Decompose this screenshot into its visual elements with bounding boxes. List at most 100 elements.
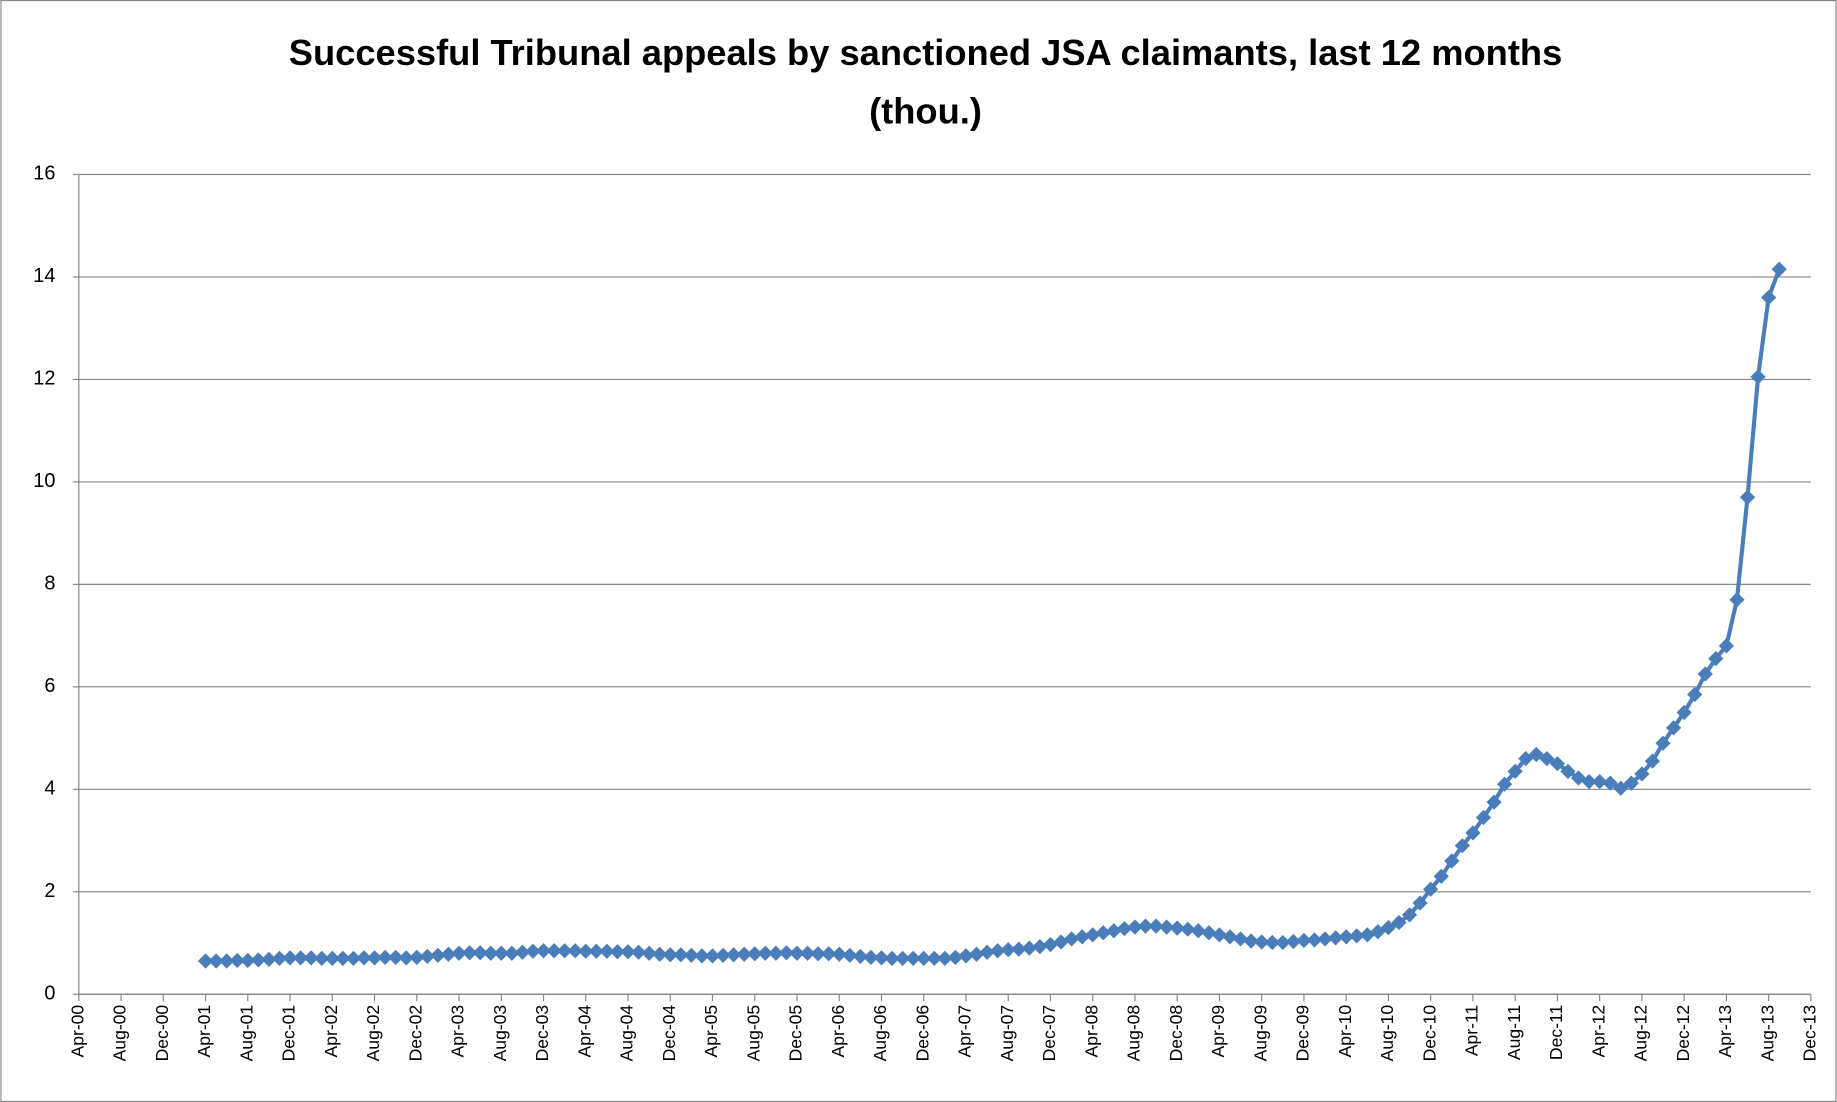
x-tick-label: Apr-09 bbox=[1208, 1005, 1228, 1058]
y-tick-label: 12 bbox=[33, 368, 55, 390]
data-point bbox=[683, 947, 699, 963]
x-tick-label: Dec-08 bbox=[1166, 1005, 1186, 1062]
data-point bbox=[916, 950, 932, 967]
x-tick-label: Dec-09 bbox=[1293, 1005, 1313, 1062]
data-point bbox=[345, 950, 362, 967]
x-tick-label: Dec-03 bbox=[532, 1005, 552, 1062]
x-tick-label: Apr-01 bbox=[194, 1005, 214, 1058]
y-tick-label: 8 bbox=[44, 573, 55, 595]
x-tick-label: Aug-06 bbox=[870, 1005, 890, 1062]
data-point bbox=[789, 945, 805, 961]
data-point bbox=[1021, 940, 1037, 956]
y-tick-label: 0 bbox=[44, 983, 55, 1005]
y-tick-label: 10 bbox=[33, 470, 55, 492]
data-point bbox=[208, 953, 224, 969]
data-point bbox=[1401, 907, 1418, 923]
x-tick-label: Dec-00 bbox=[152, 1005, 172, 1062]
x-tick-label: Apr-12 bbox=[1588, 1005, 1608, 1058]
x-tick-label: Dec-06 bbox=[912, 1005, 932, 1062]
data-point bbox=[546, 943, 562, 959]
data-point bbox=[366, 950, 383, 966]
x-tick-label: Aug-07 bbox=[997, 1005, 1017, 1062]
x-tick-label: Aug-08 bbox=[1124, 1005, 1144, 1062]
data-point bbox=[1380, 920, 1397, 936]
data-point bbox=[219, 953, 235, 969]
x-tick-label: Dec-01 bbox=[279, 1005, 299, 1062]
data-point bbox=[324, 950, 340, 967]
x-tick-label: Apr-11 bbox=[1462, 1005, 1482, 1056]
data-point bbox=[747, 946, 763, 962]
data-point bbox=[1507, 763, 1523, 779]
data-point bbox=[1412, 895, 1428, 911]
x-tick-label: Aug-10 bbox=[1377, 1005, 1397, 1062]
data-point bbox=[810, 946, 826, 962]
x-tick-label: Apr-02 bbox=[321, 1005, 341, 1058]
x-tick-label: Aug-01 bbox=[236, 1005, 256, 1062]
x-tick-label: Apr-08 bbox=[1081, 1005, 1101, 1058]
chart-title: Successful Tribunal appeals by sanctione… bbox=[289, 32, 1563, 132]
data-point bbox=[535, 943, 552, 959]
data-point bbox=[303, 950, 319, 966]
x-tick-label: Dec-12 bbox=[1673, 1005, 1693, 1062]
x-tick-label: Apr-10 bbox=[1335, 1005, 1355, 1058]
x-tick-label: Aug-00 bbox=[110, 1005, 130, 1062]
x-tick-label: Aug-03 bbox=[490, 1005, 510, 1062]
data-point bbox=[926, 950, 942, 967]
x-tick-label: Apr-06 bbox=[828, 1005, 848, 1058]
data-point bbox=[958, 948, 974, 964]
data-point bbox=[937, 950, 953, 967]
data-point bbox=[1201, 925, 1217, 941]
data-point bbox=[1475, 809, 1492, 826]
data-point bbox=[461, 945, 478, 961]
y-tick-label: 6 bbox=[44, 675, 55, 697]
data-point bbox=[483, 945, 499, 961]
y-tick-label: 16 bbox=[33, 163, 55, 185]
data-point bbox=[1296, 932, 1312, 949]
data-point bbox=[588, 943, 604, 959]
data-point bbox=[1634, 766, 1650, 782]
data-point bbox=[842, 947, 858, 963]
data-point bbox=[1581, 774, 1597, 790]
data-point bbox=[472, 945, 488, 961]
data-point bbox=[1496, 776, 1513, 792]
data-point bbox=[504, 945, 520, 961]
x-tick-label: Aug-13 bbox=[1757, 1005, 1777, 1062]
data-point bbox=[419, 948, 435, 964]
data-point bbox=[1137, 918, 1154, 934]
data-point bbox=[1232, 931, 1249, 947]
data-point bbox=[1106, 923, 1122, 939]
data-point bbox=[884, 950, 900, 967]
data-point bbox=[1148, 918, 1164, 934]
x-tick-label: Aug-04 bbox=[617, 1005, 637, 1062]
data-point bbox=[282, 950, 298, 966]
x-tick-label: Dec-04 bbox=[659, 1005, 679, 1062]
data-point bbox=[557, 943, 573, 959]
y-tick-label: 14 bbox=[33, 265, 55, 287]
x-tick-label: Apr-00 bbox=[67, 1005, 87, 1058]
data-point bbox=[1718, 638, 1734, 654]
x-tick-label: Dec-13 bbox=[1800, 1005, 1820, 1062]
data-point bbox=[292, 950, 309, 966]
x-tick-label: Apr-03 bbox=[448, 1005, 468, 1058]
data-point bbox=[430, 947, 446, 963]
data-point bbox=[240, 952, 256, 969]
x-tick-label: Aug-05 bbox=[743, 1005, 763, 1062]
data-point bbox=[1592, 774, 1608, 790]
data-point bbox=[356, 950, 372, 966]
x-tick-label: Dec-07 bbox=[1039, 1005, 1059, 1062]
data-point bbox=[1465, 825, 1481, 841]
data-point bbox=[1708, 651, 1724, 667]
data-point bbox=[1655, 735, 1671, 751]
data-point bbox=[1761, 289, 1777, 306]
data-point bbox=[271, 950, 288, 967]
data-point bbox=[1729, 592, 1745, 608]
data-point bbox=[525, 943, 541, 959]
x-tick-label: Dec-10 bbox=[1419, 1005, 1439, 1062]
x-tick-label: Dec-05 bbox=[786, 1005, 806, 1062]
y-tick-label: 4 bbox=[44, 778, 55, 800]
x-tick-label: Apr-05 bbox=[701, 1005, 721, 1058]
x-tick-label: Aug-09 bbox=[1250, 1005, 1270, 1062]
x-tick-label: Apr-07 bbox=[955, 1005, 975, 1058]
